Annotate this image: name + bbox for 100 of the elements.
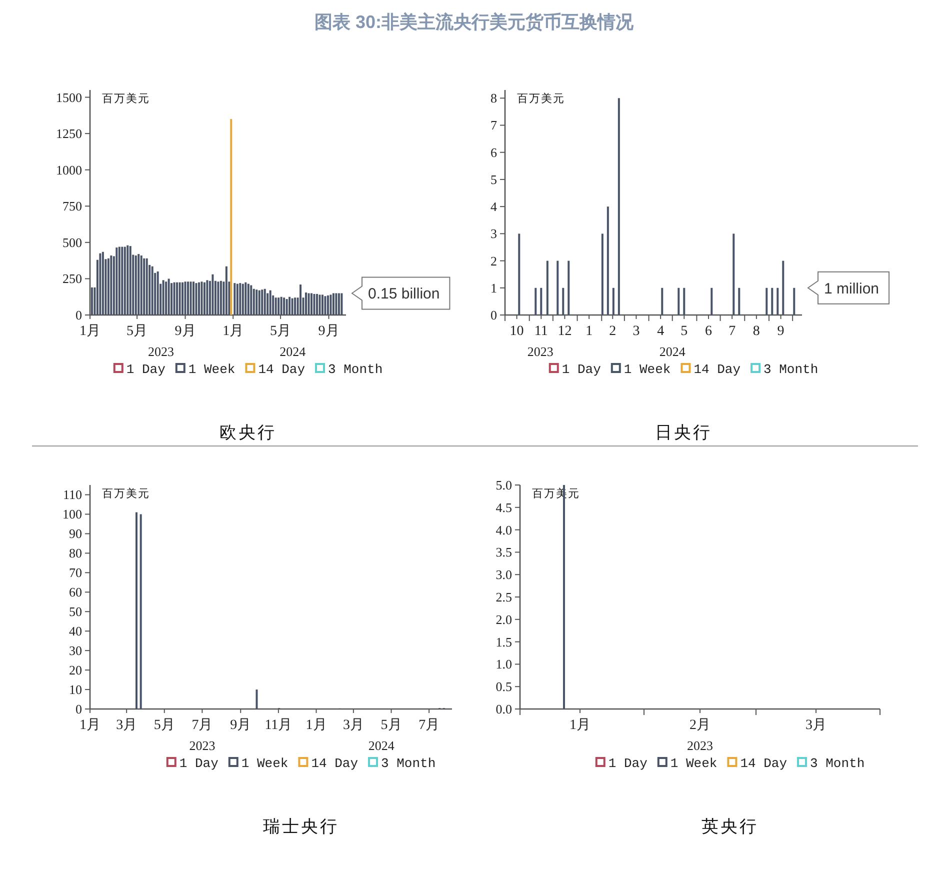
bar: [534, 288, 537, 315]
bar: [518, 234, 520, 315]
legend-label: 14 Day: [258, 362, 306, 377]
bar: [190, 282, 192, 315]
x-tick-label: 6: [705, 324, 712, 339]
x2-tick-label: 2023: [527, 344, 554, 359]
x-tick-label: 1月: [570, 718, 590, 733]
bar: [308, 293, 310, 315]
bar: [324, 296, 326, 315]
bar: [134, 255, 137, 315]
bar: [110, 255, 112, 315]
bar: [732, 234, 735, 315]
y-tick-label: 8: [490, 90, 497, 106]
x-tick-label: 3: [632, 324, 640, 339]
y-tick-label: 0: [76, 702, 82, 716]
bar: [280, 296, 282, 315]
y-tick-label: 20: [69, 662, 82, 678]
bar: [143, 258, 146, 315]
y-tick-label: 4.0: [496, 522, 512, 538]
bar: [321, 294, 324, 315]
x-tick-label: 7月: [418, 718, 440, 733]
x2-tick-label: 2024: [368, 738, 395, 753]
bar: [278, 298, 280, 315]
y-tick-label: 4: [490, 199, 498, 214]
x-tick-label: 10: [510, 324, 524, 339]
legend-label: 3 Month: [810, 756, 865, 771]
bar: [300, 284, 302, 315]
y-tick-label: 60: [69, 584, 82, 600]
x-tick-label: 9月: [174, 324, 196, 339]
bar: [247, 284, 250, 315]
x-tick-label: 1月: [222, 324, 244, 339]
y-axis-title: 百万美元: [517, 92, 565, 105]
bar: [269, 290, 272, 315]
x-tick-label: 7月: [192, 718, 213, 733]
bar: [256, 690, 258, 709]
x-tick-label: 12: [558, 324, 572, 339]
bar: [168, 278, 170, 315]
bar: [286, 299, 288, 315]
bar: [140, 255, 142, 315]
x-tick-label: 8: [752, 324, 760, 339]
x2-tick-label: 2024: [659, 344, 686, 359]
legend-label: 14 Day: [311, 756, 358, 771]
y-tick-label: 4.5: [496, 500, 512, 515]
bar: [151, 266, 154, 315]
y-tick-label: 250: [62, 271, 82, 286]
bar: [162, 280, 164, 315]
bar: [606, 206, 609, 315]
legend-label: 3 Month: [328, 362, 383, 377]
x-tick-label: 9月: [230, 718, 252, 733]
bar: [556, 260, 559, 315]
bar: [156, 271, 159, 315]
x-tick-label: 1月: [80, 324, 100, 339]
y-tick-label: 1500: [56, 90, 82, 105]
bar: [138, 254, 140, 315]
y-axis-title: 百万美元: [102, 487, 150, 500]
y-tick-label: 2.0: [496, 612, 512, 627]
y-tick-label: 1: [490, 280, 497, 296]
bar: [310, 293, 312, 315]
bar: [294, 298, 296, 315]
y-tick-label: 0: [76, 308, 82, 322]
bar: [618, 98, 620, 315]
y-tick-label: 80: [69, 546, 82, 561]
bar: [612, 288, 614, 315]
y-tick-label: 100: [62, 506, 82, 522]
bar: [335, 293, 338, 315]
bar: [562, 288, 564, 315]
x-tick-label: 7: [728, 324, 736, 339]
annotation: 0.15 billion: [368, 286, 440, 303]
legend-label: 1 Day: [608, 756, 648, 771]
bar: [261, 290, 264, 315]
text: 图表 30:非美主流央行美元货币互换情况: [314, 12, 634, 32]
bar: [288, 296, 291, 315]
x-tick-label: 5月: [126, 324, 148, 339]
x-tick-label: 5月: [270, 324, 292, 339]
bar: [546, 260, 548, 315]
y-tick-label: 110: [62, 487, 82, 502]
bar: [291, 298, 294, 315]
y-tick-label: 6: [490, 144, 498, 160]
bar: [206, 280, 208, 315]
y-tick-label: 30: [69, 643, 82, 658]
bar: [187, 282, 190, 315]
y-tick-label: 3: [490, 226, 497, 242]
legend-label: 1 Day: [562, 362, 602, 377]
y-tick-label: 500: [62, 234, 82, 250]
bar: [683, 288, 686, 315]
bar: [184, 282, 186, 315]
y-tick-label: 5.0: [496, 478, 512, 492]
bar: [568, 260, 570, 315]
bar: [340, 293, 343, 315]
legend-label: 1 Day: [126, 362, 166, 377]
legend-label: 1 Week: [624, 362, 671, 377]
legend-label: 3 Month: [764, 362, 818, 377]
y-tick-label: 90: [69, 526, 82, 542]
bar: [135, 512, 138, 709]
legend-label: 1 Week: [241, 756, 288, 771]
x-axis-title: 2023: [687, 738, 713, 753]
y-tick-label: 5: [490, 172, 497, 187]
x2-tick-label: 2023: [148, 344, 174, 359]
bar: [305, 292, 308, 315]
bar: [313, 294, 316, 315]
